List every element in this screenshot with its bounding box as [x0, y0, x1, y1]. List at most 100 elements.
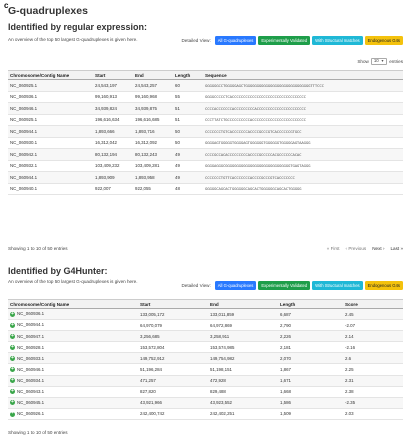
table-cell: 49	[173, 160, 203, 172]
table-cell: 242,402,251	[208, 408, 278, 420]
expand-row-icon[interactable]	[10, 333, 15, 339]
column-header[interactable]: Chromosome/Contig Name	[8, 299, 138, 309]
table-cell: 48	[173, 183, 203, 195]
table-row[interactable]: NC_060930.1 16,312,042 16,312,092 50 GGGGAGT…	[8, 137, 403, 149]
table-cell: NC_060944.1	[8, 125, 93, 138]
expand-row-icon[interactable]	[10, 388, 15, 395]
table-cell: 2.03	[343, 408, 403, 420]
table-row[interactable]: NC_060925.1 196,616,634 196,616,685 51 CCCTT…	[8, 114, 403, 126]
first-page-link[interactable]: « First	[326, 246, 340, 251]
table-row[interactable]: NC_060936.1 99,160,913 99,160,968 55 GGGGCCC…	[8, 91, 403, 103]
regex-section: Identified by regular expression: An ove…	[8, 22, 403, 251]
table-cell: 2.45	[343, 308, 403, 321]
table-cell: NC_060932.1	[8, 160, 93, 172]
table-cell: 3,258,911	[208, 330, 278, 343]
table-cell: 2,181	[278, 341, 343, 354]
table-cell: 2.14	[343, 330, 403, 343]
entries-select[interactable]: 10 ▼	[370, 58, 388, 65]
expand-row-icon[interactable]	[10, 311, 15, 317]
endogenous-button[interactable]: Endogenous G4s	[364, 36, 403, 45]
column-header[interactable]: Length	[278, 299, 343, 309]
table-row[interactable]: NC_060942.1 80,132,194 80,132,243 49 CCCCGCC…	[8, 148, 403, 161]
structural-button[interactable]: With Structural matches	[312, 281, 363, 290]
table-cell: 2.38	[343, 386, 403, 398]
table-cell: CCCCCCCTGTTCACCCCCCCACCCCGCCCGTCACCCCCCC	[203, 171, 403, 184]
cell-text: NC_060947.1	[17, 333, 45, 339]
table-cell: 471,257	[138, 375, 208, 387]
table-cell: 49	[173, 148, 203, 161]
table-cell: NC_060945.1	[8, 397, 138, 409]
table-row[interactable]: NC_060945.1 43,921,96643,923,5521,586-2.3…	[8, 397, 403, 409]
table-cell: 1,586	[278, 397, 343, 409]
table-cell: NC_060943.1	[8, 386, 138, 398]
column-header[interactable]: End	[133, 70, 173, 80]
table-cell: 1,893,666	[93, 125, 133, 138]
table-row[interactable]: NC_060944.1 64,970,07964,972,8692,790-2.0…	[8, 319, 403, 332]
table-cell: 153,572,804	[138, 341, 208, 354]
table-row[interactable]: NC_060940.1 922,007 922,055 48 GGGGGCAGCACTG…	[8, 183, 403, 195]
column-header[interactable]: Chromosome/Contig Name	[8, 70, 93, 80]
last-page-link[interactable]: Last »	[390, 246, 403, 251]
column-header[interactable]: Start	[138, 299, 208, 309]
table-cell: 34,939,875	[133, 102, 173, 115]
table-cell: 64,972,869	[208, 319, 278, 332]
table-cell: 99,160,913	[93, 91, 133, 103]
detail-view-label: Detailed View:	[181, 283, 211, 288]
g4hunter-table-footer: Showing 1 to 10 of 50 entries	[8, 430, 403, 435]
table-cell: 24,543,257	[133, 79, 173, 92]
table-cell: 60	[173, 79, 203, 92]
table-cell: 242,400,742	[138, 408, 208, 420]
table-row[interactable]: NC_060925.1 24,543,197 24,543,257 60 GGGGGGC…	[8, 79, 403, 92]
table-cell: GGGGCCCCCTCACCCCCCCCCCCCCCCCCCCCCCCCCCCC…	[203, 91, 403, 103]
expand-row-icon[interactable]	[10, 366, 15, 373]
table-cell: 149,752,912	[138, 352, 208, 365]
table-cell: 99,160,968	[133, 91, 173, 103]
column-header[interactable]: Score	[343, 299, 403, 309]
column-header[interactable]: End	[208, 299, 278, 309]
all-g4-button[interactable]: All G-quadruplexes	[214, 281, 257, 290]
validated-button[interactable]: Experimentally Validated	[258, 281, 311, 290]
table-row[interactable]: NC_060936.1 133,005,172133,011,8596,6872.…	[8, 308, 403, 321]
table-cell: NC_060926.1	[8, 408, 138, 420]
table-row[interactable]: NC_060946.1 34,939,824 34,939,875 51 CCCCACC…	[8, 102, 403, 115]
table-row[interactable]: NC_060944.1 1,893,909 1,893,958 49 CCCCCCCTG…	[8, 171, 403, 184]
table-row[interactable]: NC_060944.1 1,893,666 1,893,716 50 CCCCCCCTG…	[8, 125, 403, 138]
table-row[interactable]: NC_060928.1 153,572,804153,574,9852,181-2…	[8, 341, 403, 354]
next-page-link[interactable]: Next ›	[372, 246, 385, 251]
expand-row-icon[interactable]	[10, 344, 15, 350]
g4hunter-section: Identified by G4Hunter: An overview of t…	[8, 266, 403, 438]
expand-row-icon[interactable]	[10, 377, 15, 384]
table-row[interactable]: NC_060933.1 149,752,912149,754,9822,0702.…	[8, 352, 403, 365]
validated-button[interactable]: Experimentally Validated	[258, 36, 311, 45]
table-cell: 103,409,232	[93, 160, 133, 172]
expand-row-icon[interactable]	[10, 355, 15, 362]
table-cell: 133,005,172	[138, 308, 208, 321]
expand-row-icon[interactable]	[10, 410, 15, 417]
previous-page-link[interactable]: ‹ Previous	[345, 246, 367, 251]
column-header[interactable]: Start	[93, 70, 133, 80]
table-row[interactable]: NC_060926.1 242,400,742242,402,2511,5092.…	[8, 408, 403, 420]
g4hunter-table: Chromosome/Contig Name Start End Length Scor…	[8, 299, 403, 420]
table-cell: GGGGGGCCTGGGGGAGCTGGGGGGGGGGGGGGGGGGGGGG…	[203, 79, 403, 92]
expand-row-icon[interactable]	[10, 399, 15, 406]
column-header[interactable]: Sequence	[203, 70, 403, 80]
table-row[interactable]: NC_060932.1 103,409,232 103,409,281 49 GGGGA…	[8, 160, 403, 172]
table-cell: 51	[173, 114, 203, 126]
table-cell: CCCCACCCCCCCACCCCCCCCCACCCCCCCCCCCCCCCCC…	[203, 102, 403, 115]
table-cell: 51,196,284	[138, 363, 208, 376]
endogenous-button[interactable]: Endogenous G4s	[364, 281, 403, 290]
column-header[interactable]: Length	[173, 70, 203, 80]
all-g4-button[interactable]: All G-quadruplexes	[214, 36, 257, 45]
table-cell: 1,893,958	[133, 171, 173, 184]
structural-button[interactable]: With Structural matches	[312, 36, 363, 45]
table-cell: GGGGAGTGGGGGTGGGGAGTGGGGGGTGGGGGGTGGGGGA…	[203, 137, 403, 149]
expand-row-icon[interactable]	[10, 322, 15, 328]
table-cell: NC_060936.1	[8, 308, 138, 321]
table-cell: 2.25	[343, 363, 403, 376]
table-cell: NC_060936.1	[8, 91, 93, 103]
table-cell: 43,923,552	[208, 397, 278, 409]
